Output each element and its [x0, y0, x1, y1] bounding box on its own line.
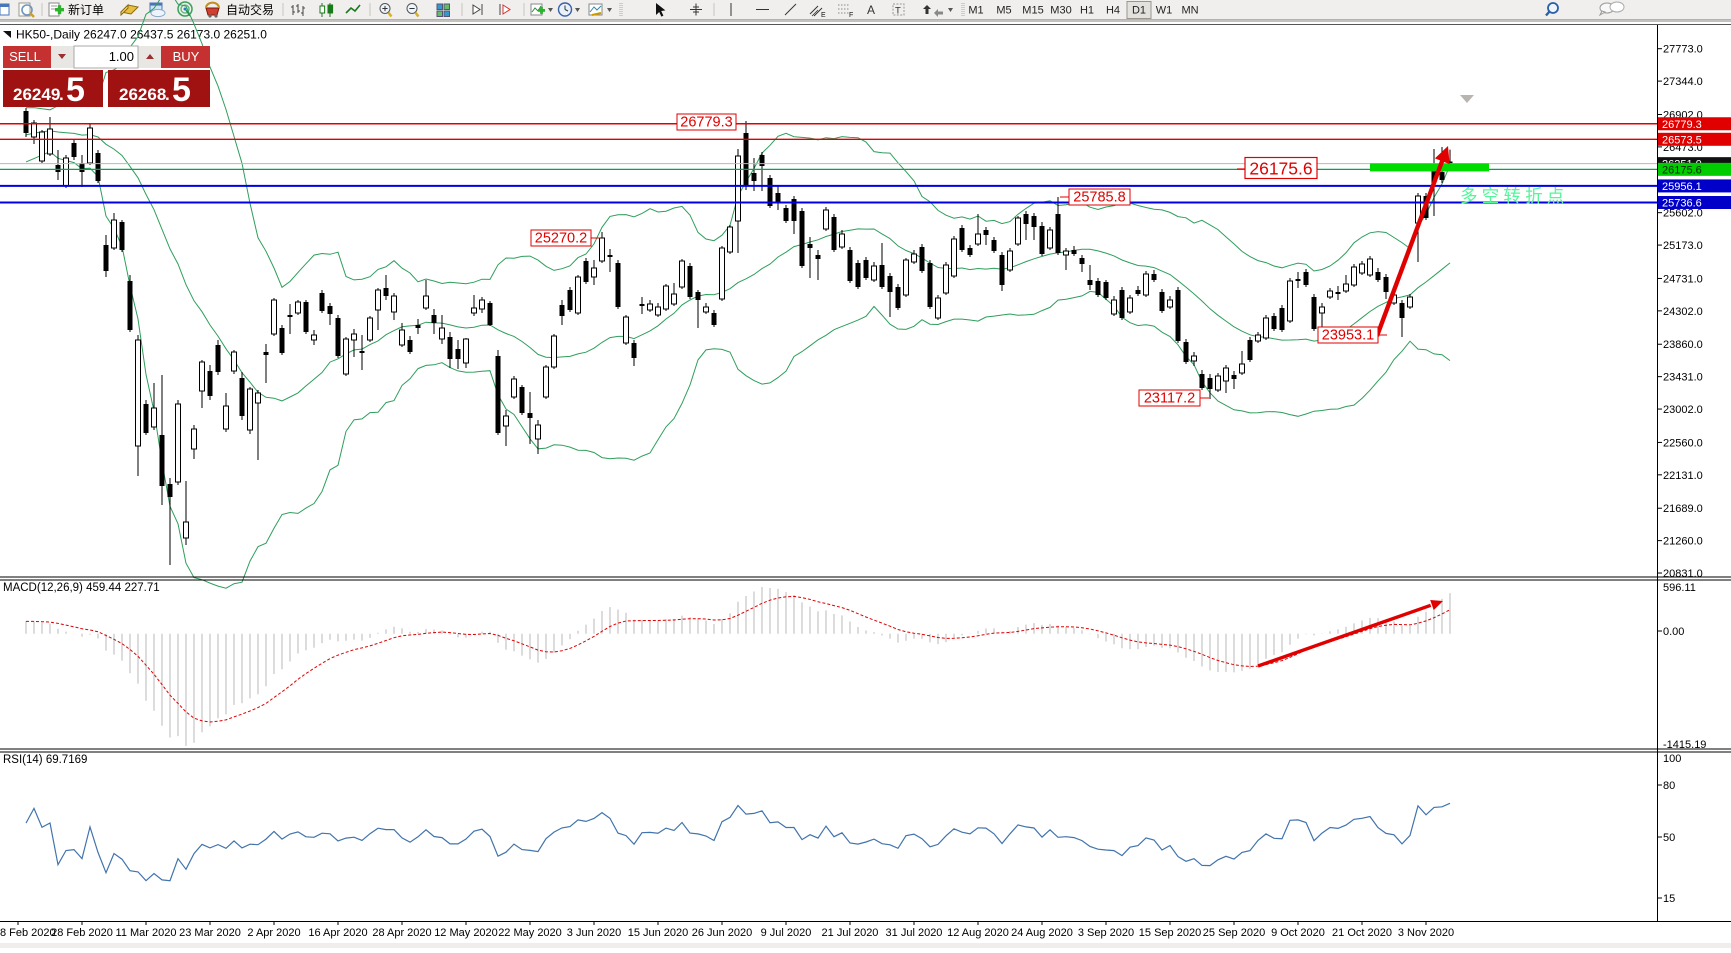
svg-text:23117.2: 23117.2: [1144, 391, 1195, 407]
svg-text:8 Feb 2020: 8 Feb 2020: [0, 927, 56, 939]
svg-text:MACD(12,26,9) 459.44 227.71: MACD(12,26,9) 459.44 227.71: [3, 582, 160, 594]
svg-text:1.00: 1.00: [109, 49, 134, 64]
svg-text:多空转折点: 多空转折点: [1460, 186, 1569, 206]
svg-text:3 Jun 2020: 3 Jun 2020: [567, 927, 621, 939]
svg-text:SELL: SELL: [9, 49, 41, 64]
svg-text:15 Jun 2020: 15 Jun 2020: [628, 927, 689, 939]
svg-text:21 Jul 2020: 21 Jul 2020: [822, 927, 879, 939]
svg-text:9 Oct 2020: 9 Oct 2020: [1271, 927, 1325, 939]
svg-text:22 May 2020: 22 May 2020: [498, 927, 562, 939]
svg-text:D1: D1: [1132, 5, 1146, 17]
svg-text:25956.1: 25956.1: [1662, 181, 1702, 193]
svg-text:24731.0: 24731.0: [1663, 273, 1703, 285]
svg-text:F: F: [849, 12, 853, 19]
svg-text:3 Nov 2020: 3 Nov 2020: [1398, 927, 1454, 939]
svg-text:新订单: 新订单: [68, 2, 104, 17]
svg-text:0.00: 0.00: [1663, 626, 1684, 638]
svg-text:23953.1: 23953.1: [1322, 328, 1374, 344]
svg-text:5: 5: [66, 71, 85, 109]
svg-text:A: A: [867, 3, 875, 17]
svg-text:M1: M1: [968, 5, 983, 17]
svg-text:26779.3: 26779.3: [680, 115, 732, 131]
svg-text:M30: M30: [1050, 5, 1071, 17]
svg-text:26175.6: 26175.6: [1662, 164, 1702, 176]
svg-text:15: 15: [1663, 893, 1675, 905]
svg-text:.: .: [165, 85, 170, 104]
svg-text:28 Feb 2020: 28 Feb 2020: [51, 927, 113, 939]
svg-text:HK50-,Daily 26247.0 26437.5 2: HK50-,Daily 26247.0 26437.5 26173.0 2625…: [16, 28, 267, 42]
svg-text:20831.0: 20831.0: [1663, 568, 1703, 580]
svg-text:-1415.19: -1415.19: [1663, 739, 1706, 751]
svg-text:BUY: BUY: [173, 49, 200, 64]
svg-text:15 Sep 2020: 15 Sep 2020: [1139, 927, 1201, 939]
svg-text:25 Sep 2020: 25 Sep 2020: [1203, 927, 1265, 939]
svg-text:596.11: 596.11: [1663, 582, 1696, 594]
svg-text:5: 5: [172, 71, 191, 109]
svg-text:27344.0: 27344.0: [1663, 76, 1703, 88]
svg-text:16 Apr 2020: 16 Apr 2020: [308, 927, 367, 939]
svg-text:2 Apr 2020: 2 Apr 2020: [247, 927, 300, 939]
svg-text:25785.8: 25785.8: [1073, 190, 1125, 206]
svg-text:RSI(14) 69.7169: RSI(14) 69.7169: [3, 754, 87, 766]
svg-text:H1: H1: [1080, 5, 1094, 17]
svg-text:自动交易: 自动交易: [226, 2, 274, 17]
svg-text:25736.6: 25736.6: [1662, 198, 1702, 210]
svg-text:23002.0: 23002.0: [1663, 404, 1703, 416]
svg-text:W1: W1: [1156, 5, 1173, 17]
svg-text:12 Aug 2020: 12 Aug 2020: [947, 927, 1009, 939]
svg-text:28 Apr 2020: 28 Apr 2020: [372, 927, 431, 939]
svg-text:27773.0: 27773.0: [1663, 44, 1703, 56]
svg-text:80: 80: [1663, 780, 1675, 792]
svg-text:24 Aug 2020: 24 Aug 2020: [1011, 927, 1073, 939]
svg-text:23 Mar 2020: 23 Mar 2020: [179, 927, 241, 939]
svg-text:26573.5: 26573.5: [1662, 134, 1702, 146]
svg-text:31 Jul 2020: 31 Jul 2020: [886, 927, 943, 939]
svg-text:50: 50: [1663, 832, 1675, 844]
svg-text:26268: 26268: [119, 85, 166, 104]
svg-text:25602.0: 25602.0: [1663, 208, 1703, 220]
svg-text:H4: H4: [1106, 5, 1120, 17]
svg-text:26249: 26249: [13, 85, 60, 104]
svg-text:100: 100: [1663, 753, 1681, 765]
svg-text:M5: M5: [996, 5, 1011, 17]
svg-text:12 May 2020: 12 May 2020: [434, 927, 498, 939]
svg-text:T: T: [895, 5, 901, 16]
svg-text:23860.0: 23860.0: [1663, 339, 1703, 351]
svg-text:9 Jul 2020: 9 Jul 2020: [761, 927, 812, 939]
svg-text:M15: M15: [1022, 5, 1043, 17]
svg-text:21260.0: 21260.0: [1663, 536, 1703, 548]
svg-text:24302.0: 24302.0: [1663, 306, 1703, 318]
svg-text:21 Oct 2020: 21 Oct 2020: [1332, 927, 1392, 939]
svg-text:26175.6: 26175.6: [1249, 159, 1312, 179]
svg-text:.: .: [59, 85, 64, 104]
svg-text:26 Jun 2020: 26 Jun 2020: [692, 927, 753, 939]
svg-text:MN: MN: [1181, 5, 1198, 17]
svg-text:11 Mar 2020: 11 Mar 2020: [116, 927, 177, 939]
svg-text:23431.0: 23431.0: [1663, 372, 1703, 384]
svg-text:22560.0: 22560.0: [1663, 437, 1703, 449]
svg-text:25173.0: 25173.0: [1663, 240, 1703, 252]
svg-text:26779.3: 26779.3: [1662, 119, 1702, 131]
svg-text:21689.0: 21689.0: [1663, 503, 1703, 515]
svg-text:3 Sep 2020: 3 Sep 2020: [1078, 927, 1134, 939]
svg-text:25270.2: 25270.2: [535, 231, 587, 247]
svg-text:22131.0: 22131.0: [1663, 470, 1703, 482]
svg-text:E: E: [821, 12, 826, 19]
